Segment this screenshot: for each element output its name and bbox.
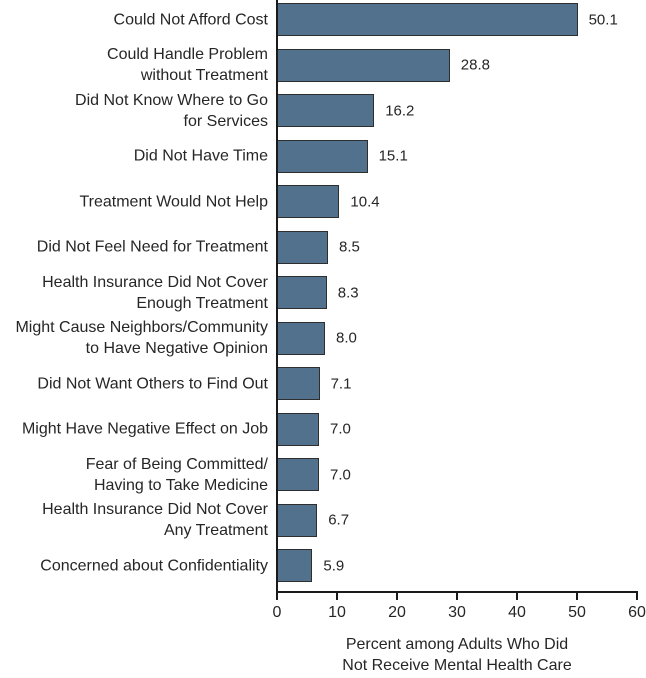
category-label: Health Insurance Did Not Cover Enough Tr… <box>42 273 268 312</box>
x-tick-mark <box>396 593 398 600</box>
bar <box>277 3 578 36</box>
bar <box>277 230 328 264</box>
category-label: Might Cause Neighbors/Community to Have … <box>15 319 268 357</box>
x-axis-title: Percent among Adults Who Did Not Receive… <box>342 636 572 674</box>
category-label: Did Not Feel Need for Treatment <box>36 238 268 256</box>
x-tick-label: 50 <box>568 604 586 621</box>
x-tick-mark <box>276 593 278 600</box>
bar <box>277 458 319 491</box>
value-label: 16.2 <box>385 102 415 119</box>
category-label: Concerned about Confidentiality <box>40 557 268 574</box>
value-label: 50.1 <box>588 11 618 28</box>
value-label: 10.4 <box>350 193 380 210</box>
x-tick-label: 40 <box>508 604 526 621</box>
value-label: 28.8 <box>460 56 490 74</box>
category-label: Fear of Being Committed/ Having to Take … <box>85 455 268 494</box>
x-tick-mark <box>516 593 518 600</box>
category-label: Health Insurance Did Not Cover Any Treat… <box>42 501 268 539</box>
value-label: 7.0 <box>330 466 351 483</box>
x-axis-line <box>276 591 638 593</box>
category-label: Could Not Afford Cost <box>113 11 268 28</box>
x-tick-label: 0 <box>272 604 282 621</box>
x-tick-mark <box>456 593 458 600</box>
category-label: Might Have Negative Effect on Job <box>21 420 268 438</box>
category-label: Treatment Would Not Help <box>79 193 268 210</box>
bar <box>277 276 327 309</box>
bar <box>277 139 368 173</box>
x-tick-label: 60 <box>628 604 646 621</box>
x-tick-label: 30 <box>448 604 466 621</box>
x-tick-mark <box>636 593 638 600</box>
x-tick-label: 10 <box>328 604 346 621</box>
category-label: Did Not Want Others to Find Out <box>37 375 268 392</box>
bar <box>277 321 325 355</box>
value-label: 5.9 <box>323 557 345 574</box>
x-tick-mark <box>576 593 578 600</box>
x-tick-mark <box>336 593 338 600</box>
value-label: 8.3 <box>337 284 359 301</box>
bar <box>277 412 319 446</box>
bar <box>277 48 450 82</box>
value-label: 6.7 <box>328 511 350 529</box>
x-tick-label: 20 <box>388 604 406 621</box>
bar <box>277 549 313 582</box>
category-label: Could Handle Problem without Treatment <box>107 46 268 84</box>
value-label: 15.1 <box>378 147 408 165</box>
bar <box>277 367 320 400</box>
value-label: 8.5 <box>339 238 360 256</box>
bar <box>277 503 318 537</box>
category-label: Did Not Have Time <box>133 147 268 165</box>
value-label: 7.0 <box>330 420 351 438</box>
category-label: Did Not Know Where to Go for Services <box>75 91 268 130</box>
bar <box>277 94 375 127</box>
bar <box>277 185 340 218</box>
value-label: 8.0 <box>336 329 357 347</box>
value-label: 7.1 <box>330 375 352 392</box>
y-axis-line <box>276 0 278 593</box>
